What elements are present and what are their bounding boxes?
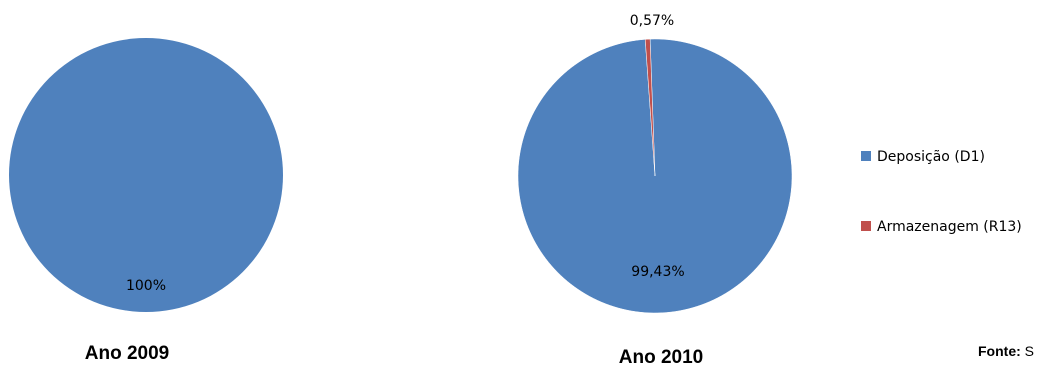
legend-swatch-deposicao xyxy=(861,151,871,161)
source-text: S xyxy=(1024,343,1034,359)
pie-chart-2009: 100% Ano 2009 xyxy=(9,38,283,364)
data-label-2010-armazenagem: 0,57% xyxy=(630,13,674,29)
pie-slice-2010-deposicao xyxy=(517,38,793,314)
legend-label-deposicao: Deposição (D1) xyxy=(877,149,985,165)
data-label-2009-deposicao: 100% xyxy=(126,278,166,294)
pie-slice-2010-armazenagem xyxy=(644,38,656,177)
pie-chart-2010: 99,43% 0,57% Ano 2010 xyxy=(517,13,793,368)
chart-title-2010: Ano 2010 xyxy=(619,347,703,368)
data-label-2010-deposicao: 99,43% xyxy=(631,264,684,280)
legend-label-armazenagem: Armazenagem (R13) xyxy=(877,219,1022,235)
legend: Deposição (D1) Armazenagem (R13) xyxy=(861,149,1022,235)
pie-slice-2009-deposicao xyxy=(9,38,283,312)
chart-title-2009: Ano 2009 xyxy=(85,343,169,364)
source-note: Fonte: S xyxy=(978,343,1034,359)
legend-swatch-armazenagem xyxy=(861,221,871,231)
source-label: Fonte: xyxy=(978,343,1021,359)
